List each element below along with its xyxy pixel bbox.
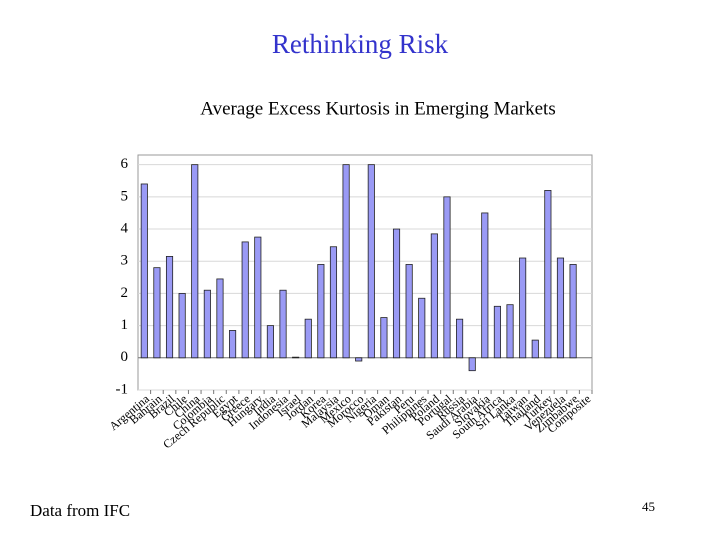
y-tick-label: 2 — [121, 285, 129, 301]
bar — [279, 289, 287, 359]
bar — [241, 241, 249, 359]
bar — [569, 264, 577, 359]
bar — [329, 246, 338, 359]
bar — [380, 317, 388, 359]
y-tick-label: 0 — [121, 349, 129, 365]
bar — [443, 196, 451, 359]
bar — [481, 212, 489, 359]
y-tick-label: 4 — [121, 220, 129, 236]
y-tick-label: -1 — [116, 381, 129, 397]
bar — [266, 325, 274, 359]
bar — [493, 305, 501, 359]
bar — [140, 183, 148, 359]
bar — [506, 304, 514, 359]
bar — [254, 236, 262, 359]
bar — [405, 264, 413, 359]
plot-frame — [137, 154, 593, 391]
bar — [203, 289, 211, 359]
slide-title: Rethinking Risk — [272, 29, 449, 59]
bar — [392, 228, 401, 359]
bar — [468, 357, 476, 372]
y-tick-label: 1 — [121, 317, 129, 333]
bar — [430, 233, 438, 359]
bar — [531, 339, 539, 359]
bar — [229, 330, 237, 359]
chart-title: Average Excess Kurtosis in Emerging Mark… — [200, 98, 555, 119]
footer: Data from IFC — [30, 501, 130, 520]
bar — [191, 164, 199, 359]
bar — [317, 264, 325, 359]
y-tick-label: 5 — [121, 188, 129, 204]
bar — [544, 190, 552, 359]
page-number: 45 — [642, 499, 655, 514]
bar — [367, 164, 375, 359]
y-tick-label: 3 — [121, 253, 129, 269]
bar — [342, 164, 350, 359]
bar — [355, 357, 363, 362]
bar — [165, 256, 174, 359]
bar — [519, 257, 527, 359]
bar — [216, 278, 224, 359]
bar — [292, 356, 300, 359]
bar — [456, 318, 464, 359]
bar — [418, 297, 426, 359]
bar — [153, 267, 161, 359]
bar — [178, 293, 186, 359]
y-tick-label: 6 — [121, 156, 129, 172]
bar — [304, 318, 312, 359]
bar — [556, 257, 565, 359]
